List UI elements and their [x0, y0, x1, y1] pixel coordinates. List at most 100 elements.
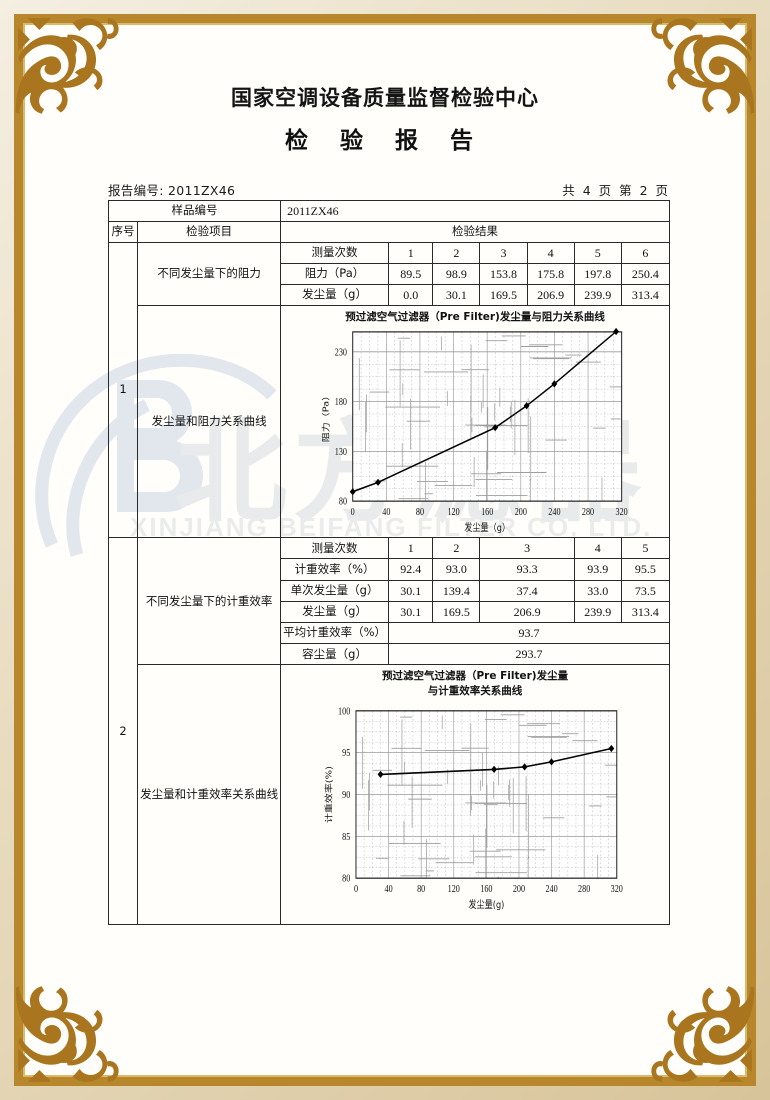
- svg-text:160: 160: [480, 884, 493, 895]
- s2-eff-2: 93.3: [479, 558, 575, 581]
- s2-single-1: 139.4: [432, 579, 481, 602]
- svg-text:80: 80: [339, 496, 348, 507]
- svg-text:280: 280: [578, 884, 591, 895]
- table-row-chart2: 发尘量和计重效率关系曲线 预过滤空气过滤器（Pre Filter)发尘量 与计重…: [109, 664, 670, 926]
- svg-text:240: 240: [548, 507, 561, 518]
- section2-subitem-text: 不同发尘量下的计重效率: [145, 593, 273, 608]
- s2-eff-0: 92.4: [388, 558, 434, 581]
- svg-text:85: 85: [342, 831, 351, 842]
- page-subtitle: 检 验 报 告: [284, 128, 486, 154]
- svg-text:40: 40: [382, 507, 391, 518]
- svg-text:0: 0: [354, 884, 358, 895]
- s2-cum-2: 206.9: [479, 600, 575, 624]
- svg-text:80: 80: [416, 507, 425, 518]
- svg-text:100: 100: [338, 706, 351, 717]
- s2-row-label-1: 计重效率（%）: [280, 558, 390, 581]
- table-row-header: 序号 检验项目 检验结果: [107, 221, 670, 243]
- table-row: 发尘量（g） 30.1 169.5 206.9 239.9 313.4: [109, 600, 671, 624]
- svg-text:40: 40: [385, 884, 394, 895]
- svg-text:90: 90: [342, 790, 351, 801]
- s1-dust-2: 169.5: [479, 284, 528, 307]
- s1-row-label-0: 测量次数: [280, 241, 390, 264]
- svg-text:发尘量（g）: 发尘量（g）: [464, 521, 510, 534]
- table-row: 2 不同发尘量下的计重效率 测量次数 1 2 3 4 5: [107, 537, 671, 926]
- title-block: 国家空调设备质量监督检验中心 检 验 报 告: [0, 0, 770, 155]
- s1-resistance-2: 153.8: [479, 262, 528, 286]
- s2-single-4: 73.5: [620, 579, 671, 602]
- section1-chart-label-text: 发尘量和阻力关系曲线: [151, 414, 267, 428]
- s2-eff-3: 93.9: [573, 558, 622, 581]
- sample-label: 样品编号: [107, 199, 282, 223]
- page-title: 国家空调设备质量监督检验中心: [231, 86, 539, 110]
- chart-cell-resistance: 预过滤空气过滤器（Pre Filter)发尘量与阻力关系曲线 0 40 80 120 1…: [280, 305, 670, 539]
- s1-resistance-4: 197.8: [573, 262, 622, 286]
- svg-text:发尘量(g): 发尘量(g): [468, 899, 504, 912]
- section2-chart-label: 发尘量和计重效率关系曲线: [137, 664, 282, 926]
- s1-dust-5: 313.4: [620, 284, 671, 307]
- s1-measure-4: 5: [573, 241, 622, 264]
- s1-resistance-5: 250.4: [620, 262, 671, 286]
- chart2-svg: 0 40 80 120 160 200 240 280 320 80 85 90 95 100 发尘量(g)…: [324, 706, 624, 912]
- s2-single-3: 33.0: [573, 579, 622, 602]
- s1-measure-0: 1: [388, 241, 434, 264]
- s2-cum-0: 30.1: [388, 600, 434, 624]
- s1-resistance-3: 175.8: [526, 262, 575, 286]
- s1-resistance-0: 89.5: [388, 262, 434, 286]
- svg-text:阻力（Pa）: 阻力（Pa）: [320, 391, 331, 442]
- table-row: 容尘量（g） 293.7: [109, 643, 670, 666]
- svg-text:160: 160: [481, 507, 494, 518]
- header-test-result: 检验结果: [280, 221, 670, 243]
- table-row: 单次发尘量（g） 30.1 139.4 37.4 33.0 73.5: [109, 579, 671, 602]
- s2-cum-4: 313.4: [620, 600, 671, 624]
- section2-subitem-label: 不同发尘量下的计重效率: [137, 537, 282, 666]
- chart2-title-line1: 预过滤空气过滤器（Pre Filter)发尘量: [381, 670, 569, 683]
- s2-measure-4: 5: [620, 537, 671, 560]
- s1-dust-3: 206.9: [526, 284, 575, 307]
- section2-seq: 2: [107, 537, 139, 926]
- s2-row-label-3: 发尘量（g）: [280, 600, 390, 624]
- chart1-title: 预过滤空气过滤器（Pre Filter)发尘量与阻力关系曲线: [345, 311, 605, 324]
- svg-text:200: 200: [515, 507, 528, 518]
- section1-chart-label: 发尘量和阻力关系曲线: [137, 305, 282, 539]
- s2-eff-1: 93.0: [432, 558, 481, 581]
- table-row: 平均计重效率（%） 93.7: [109, 622, 670, 645]
- svg-text:80: 80: [342, 873, 351, 884]
- meta-row: 报告编号: 2011ZX46 共 4 页 第 2 页: [108, 180, 670, 199]
- s2-measure-0: 1: [388, 537, 434, 560]
- s1-dust-4: 239.9: [573, 284, 622, 307]
- table-row: 1 不同发尘量下的阻力 测量次数 1 2 3 4 5 6: [107, 241, 671, 539]
- inspection-results-table: 样品编号 2011ZX46 序号 检验项目 检验结果 1 不同发尘量下的阻力 测…: [107, 199, 671, 926]
- chart2-title-line2: 与计重效率关系曲线: [427, 684, 523, 697]
- s2-single-0: 30.1: [388, 579, 434, 602]
- svg-text:120: 120: [448, 507, 461, 518]
- chart1-svg: 0 40 80 120 160 200 240 280 320 80 130 180 230 发尘量（g）…: [320, 328, 628, 535]
- s2-row-label-0: 测量次数: [280, 537, 390, 560]
- svg-text:80: 80: [417, 884, 426, 895]
- s1-resistance-1: 98.9: [432, 262, 481, 286]
- table-row: 阻力（Pa） 89.5 98.9 153.8 175.8 197.8 250.4: [109, 262, 671, 286]
- s2-row-label-2: 单次发尘量（g）: [280, 579, 390, 602]
- svg-text:230: 230: [335, 347, 348, 358]
- s2-capacity-label: 容尘量（g）: [280, 643, 390, 666]
- chart2-title: 预过滤空气过滤器（Pre Filter)发尘量 与计重效率关系曲线: [281, 669, 669, 697]
- table-row-chart1: 发尘量和阻力关系曲线 预过滤空气过滤器（Pre Filter)发尘量与阻力关系曲…: [109, 305, 670, 539]
- s2-cum-1: 169.5: [432, 600, 481, 624]
- s2-eff-4: 95.5: [620, 558, 671, 581]
- page-number: 共 4 页 第 2 页: [562, 183, 670, 198]
- section1-subitem-label: 不同发尘量下的阻力: [137, 241, 282, 307]
- chart-resistance: 预过滤空气过滤器（Pre Filter)发尘量与阻力关系曲线 0 40 80 120 1…: [281, 306, 669, 537]
- s1-measure-5: 6: [620, 241, 671, 264]
- s1-row-label-2: 发尘量（g）: [280, 284, 390, 307]
- s1-row-label-1: 阻力（Pa）: [280, 262, 390, 286]
- header-test-item: 检验项目: [137, 221, 282, 243]
- s1-dust-1: 30.1: [432, 284, 481, 307]
- svg-text:200: 200: [513, 884, 526, 895]
- section1-seq: 1: [107, 241, 139, 539]
- s2-avg-value: 93.7: [388, 622, 670, 645]
- s2-capacity-value: 293.7: [388, 643, 670, 666]
- svg-text:计重效率(%): 计重效率(%): [324, 766, 335, 823]
- svg-text:320: 320: [611, 884, 624, 895]
- table-row-sample: 样品编号 2011ZX46: [107, 199, 670, 223]
- svg-text:240: 240: [546, 884, 559, 895]
- header-seq: 序号: [107, 221, 139, 243]
